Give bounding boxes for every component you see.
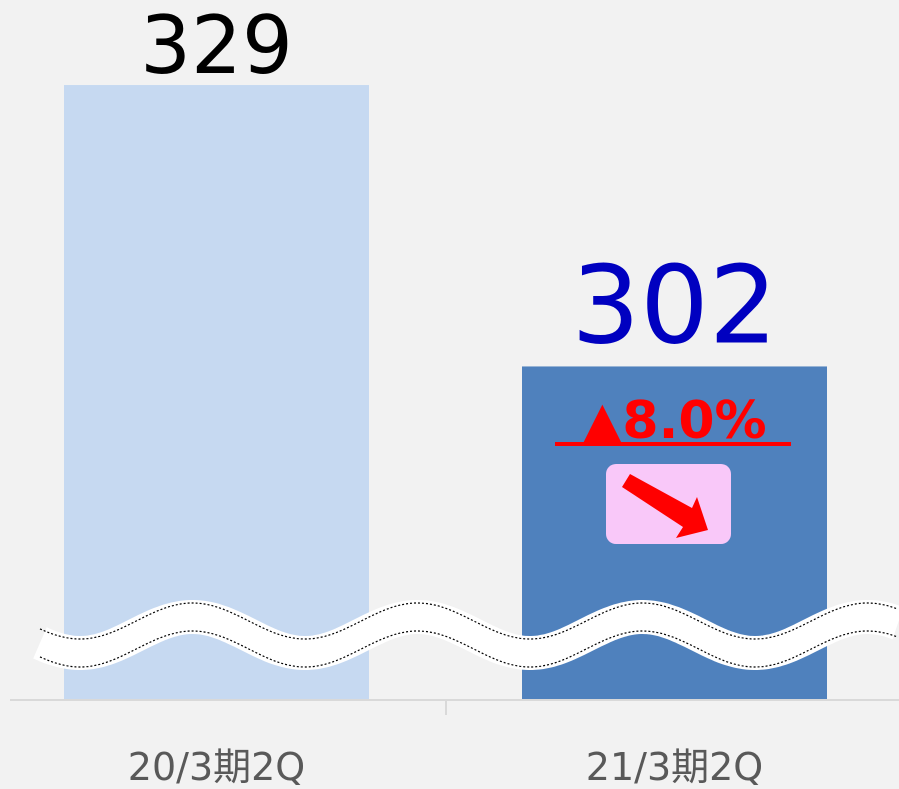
down-arrow: [622, 474, 708, 538]
change-annotation: ▲8.0%: [582, 391, 766, 451]
break-edge: [39, 602, 899, 640]
labels: 329 20/3期2Q 302 21/3期2Q ▲8.0%: [128, 0, 791, 789]
break-band: [33, 600, 899, 670]
x-tick-label: 20/3期2Q: [128, 745, 305, 789]
x-tick-label: 21/3期2Q: [586, 745, 763, 789]
value-label: 302: [571, 243, 777, 368]
value-label: 329: [140, 0, 293, 92]
break-edge: [39, 630, 899, 668]
bar: [64, 85, 369, 701]
axis-break: [33, 600, 899, 670]
